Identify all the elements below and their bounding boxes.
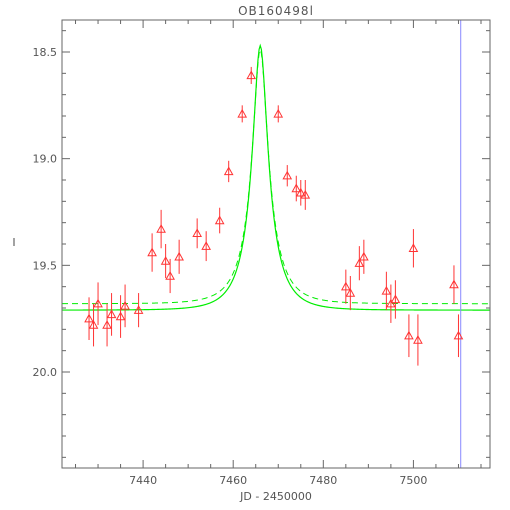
data-point xyxy=(340,281,351,291)
data-point xyxy=(165,270,175,280)
data-point xyxy=(84,313,94,323)
data-point xyxy=(295,187,306,197)
data-point xyxy=(390,294,401,304)
data-point xyxy=(120,300,130,310)
chart-title: OB160498l xyxy=(238,4,314,18)
data-point xyxy=(404,330,414,340)
data-point xyxy=(408,243,419,252)
data-point xyxy=(359,251,369,261)
data-point xyxy=(345,288,356,297)
data-point xyxy=(192,228,203,238)
axis-ticks xyxy=(62,20,490,468)
data-point xyxy=(115,311,126,321)
data-point xyxy=(147,247,157,257)
data-point xyxy=(102,320,112,329)
data-point xyxy=(106,309,117,319)
data-point xyxy=(156,224,166,233)
data-point xyxy=(413,334,423,344)
model-curve-dashed xyxy=(62,48,490,305)
axis-tick-labels: 7440 7460 7480 7500 18.5 19.0 19.5 20.0 xyxy=(33,46,428,487)
y-tick-label: 20.0 xyxy=(33,366,58,379)
data-point xyxy=(291,183,302,193)
x-axis-label: JD - 2450000 xyxy=(239,490,312,503)
data-point xyxy=(88,320,99,329)
y-tick-label: 19.0 xyxy=(33,153,58,166)
y-tick-label: 18.5 xyxy=(33,46,58,59)
model-curve-solid xyxy=(62,43,490,311)
data-point xyxy=(273,108,284,118)
plot-frame xyxy=(61,19,491,469)
data-point xyxy=(214,215,225,225)
data-point xyxy=(449,279,459,289)
data-point xyxy=(300,189,311,199)
data-point xyxy=(453,330,464,340)
data-point xyxy=(354,258,365,267)
x-tick-label: 7440 xyxy=(129,474,157,487)
data-point xyxy=(160,256,171,265)
y-tick-label: 19.5 xyxy=(33,259,58,272)
data-point xyxy=(282,170,293,180)
data-point xyxy=(386,298,396,308)
data-point xyxy=(237,108,248,118)
model-curves xyxy=(62,43,490,311)
x-tick-label: 7460 xyxy=(219,474,247,487)
plot-area xyxy=(62,20,490,468)
y-axis-label: I xyxy=(12,236,15,249)
data-point xyxy=(133,305,144,314)
data-point xyxy=(174,251,184,261)
data-point xyxy=(201,241,212,250)
data-point xyxy=(246,70,257,80)
x-tick-label: 7480 xyxy=(309,474,337,487)
data-point xyxy=(381,285,392,295)
data-point xyxy=(223,166,234,176)
data-point xyxy=(93,298,103,308)
x-tick-label: 7500 xyxy=(399,474,427,487)
